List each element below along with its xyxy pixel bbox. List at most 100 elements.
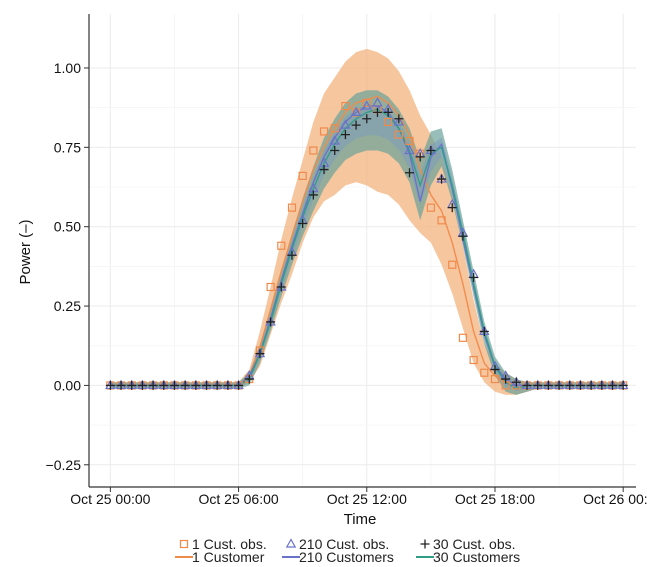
marker-plus xyxy=(308,190,318,200)
legend: 1 Cust. obs. 210 Cust. obs. 30 Cust. obs. 1… xyxy=(175,536,520,565)
legend-label-observation: 1 Cust. obs. xyxy=(192,536,267,552)
legend-symbol-plus xyxy=(420,539,430,549)
legend-symbol-triangle xyxy=(285,538,297,548)
marker-triangle xyxy=(340,119,351,129)
marker-plus xyxy=(180,380,190,390)
marker-square xyxy=(298,171,307,180)
marker-plus xyxy=(234,380,244,390)
marker-plus xyxy=(212,380,222,390)
marker-plus xyxy=(137,380,147,390)
marker-square xyxy=(330,124,339,133)
marker-square xyxy=(405,136,414,146)
legend-label-forecast: 1 Customer xyxy=(192,549,265,565)
marker-square xyxy=(277,241,286,250)
marker-triangle xyxy=(372,97,383,107)
legend-label-observation: 30 Cust. obs. xyxy=(433,536,516,552)
y-tick-label: 1.00 xyxy=(54,60,81,76)
marker-plus xyxy=(426,146,436,156)
marker-square xyxy=(319,127,329,136)
marker-plus xyxy=(287,250,297,260)
marker-plus xyxy=(437,174,447,184)
marker-plus xyxy=(159,380,169,390)
marker-plus xyxy=(543,380,553,390)
legend-label-forecast: 30 Customers xyxy=(433,549,520,565)
marker-plus xyxy=(565,380,575,390)
marker-square xyxy=(394,130,403,139)
marker-plus xyxy=(330,146,340,156)
x-axis-label: Time xyxy=(344,511,377,528)
marker-plus xyxy=(340,130,350,140)
marker-plus xyxy=(116,380,126,390)
marker-plus xyxy=(607,380,617,390)
marker-square xyxy=(287,203,297,212)
y-tick-label: 0.25 xyxy=(54,298,81,314)
x-tick-label: Oct 25 06:00 xyxy=(198,491,278,507)
marker-plus xyxy=(362,114,372,124)
y-tick-label: 0.75 xyxy=(54,139,81,155)
marker-square xyxy=(437,216,446,225)
marker-plus xyxy=(105,380,115,390)
marker-plus xyxy=(383,107,393,117)
marker-square xyxy=(448,260,457,269)
marker-triangle xyxy=(404,144,415,155)
marker-square xyxy=(490,374,500,384)
marker-plus xyxy=(533,380,543,390)
y-tick-label: 0.00 xyxy=(54,377,81,393)
marker-plus xyxy=(618,380,628,390)
marker-plus xyxy=(372,107,382,117)
marker-square xyxy=(458,333,468,342)
marker-square xyxy=(341,101,350,111)
legend-label-forecast: 210 Customers xyxy=(299,549,394,565)
marker-triangle xyxy=(329,135,340,145)
marker-plus xyxy=(319,165,329,175)
marker-plus xyxy=(266,317,276,327)
marker-plus xyxy=(148,380,158,390)
x-tick-label: Oct 26 00:00 xyxy=(583,491,647,507)
marker-plus xyxy=(469,272,479,282)
marker-plus xyxy=(351,120,361,130)
marker-plus xyxy=(298,219,308,229)
legend-symbol-square xyxy=(179,539,189,549)
marker-plus xyxy=(586,380,596,390)
x-axis-ticks: Oct 25 00:00 Oct 25 06:00 Oct 25 12:00 Oct … xyxy=(70,487,647,507)
legend-label-observation: 210 Cust. obs. xyxy=(299,536,389,552)
marker-plus xyxy=(575,380,585,390)
marker-plus xyxy=(597,380,607,390)
marker-plus xyxy=(202,380,212,390)
x-tick-label: Oct 25 12:00 xyxy=(327,491,407,507)
marker-plus xyxy=(415,152,425,162)
marker-plus xyxy=(394,114,404,124)
marker-plus xyxy=(405,168,415,178)
marker-plus xyxy=(522,380,532,390)
marker-plus xyxy=(554,380,564,390)
marker-plus xyxy=(501,374,511,384)
marker-triangle xyxy=(350,106,362,117)
x-tick-label: Oct 25 18:00 xyxy=(455,491,535,507)
marker-square xyxy=(384,117,393,127)
marker-plus xyxy=(127,380,137,390)
marker-plus xyxy=(223,380,233,390)
y-axis-ticks: −0.25 0.00 0.25 0.50 0.75 1.00 xyxy=(46,60,89,473)
marker-square xyxy=(362,98,371,107)
marker-plus xyxy=(447,203,457,213)
y-axis-label: Power (–) xyxy=(17,219,34,284)
observation-markers xyxy=(105,97,629,390)
marker-triangle xyxy=(393,116,405,126)
x-tick-label: Oct 25 00:00 xyxy=(70,491,150,507)
marker-plus xyxy=(511,377,521,387)
marker-square xyxy=(469,355,478,365)
marker-plus xyxy=(169,380,179,390)
marker-square xyxy=(426,203,435,212)
marker-plus xyxy=(479,326,489,336)
marker-plus xyxy=(458,231,468,241)
marker-plus xyxy=(244,374,254,384)
y-tick-label: 0.50 xyxy=(54,219,81,235)
marker-square xyxy=(309,146,318,155)
marker-plus xyxy=(490,365,500,375)
marker-plus xyxy=(191,380,201,390)
marker-plus xyxy=(255,349,265,359)
marker-plus xyxy=(276,282,286,292)
marker-triangle xyxy=(361,100,372,110)
